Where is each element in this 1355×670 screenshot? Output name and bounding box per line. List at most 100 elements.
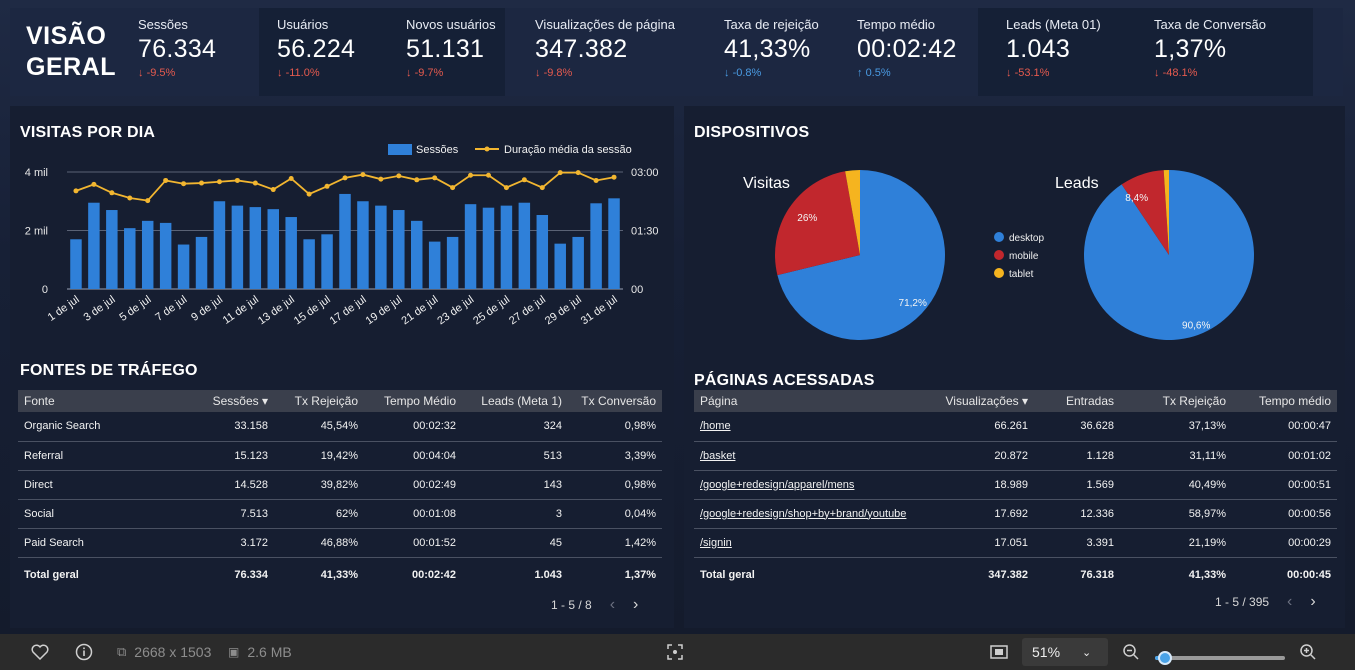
table-cell: 3 bbox=[462, 499, 568, 529]
x-tick-label: 7 de jul bbox=[153, 294, 189, 324]
col-leads[interactable]: Leads (Meta 1) bbox=[462, 390, 568, 412]
table-cell: Referral bbox=[18, 441, 188, 471]
pie-slice-desktop bbox=[777, 170, 945, 340]
kpi-new-users: Novos usuários 51.131 ↓ -9.7% bbox=[387, 8, 505, 96]
kpi-value: 51.131 bbox=[406, 35, 485, 63]
zoom-slider-handle[interactable] bbox=[1158, 651, 1173, 665]
page-link[interactable]: /basket bbox=[700, 449, 736, 462]
kpi-delta: ↓ -9.7% bbox=[406, 67, 444, 79]
table-cell: 12.336 bbox=[1034, 499, 1120, 529]
zoom-value: 51% bbox=[1032, 644, 1061, 660]
page-link[interactable]: /home bbox=[700, 420, 731, 433]
legend-label: tablet bbox=[1009, 269, 1034, 280]
prev-page-icon[interactable]: ‹ bbox=[1287, 593, 1293, 610]
line-point bbox=[450, 185, 456, 191]
bar-sessions bbox=[464, 204, 477, 289]
kpi-value: 41,33% bbox=[724, 35, 811, 63]
visits-by-day-chart: 0 2 mil 4 mil 00 01:30 03:00 1 de jul 3 de jul 5… bbox=[25, 144, 659, 328]
file-size: ▣ 2.6 MB bbox=[228, 634, 292, 670]
kpi-label: Leads (Meta 01) bbox=[1006, 17, 1101, 32]
x-tick-label: 15 de jul bbox=[292, 294, 333, 328]
table-cell: 62% bbox=[274, 499, 364, 529]
fit-to-screen-icon[interactable] bbox=[990, 634, 1008, 670]
prev-page-icon[interactable]: ‹ bbox=[609, 596, 616, 613]
col-bounce[interactable]: Tx Rejeição bbox=[1120, 390, 1232, 412]
pie-title: Visitas bbox=[743, 175, 790, 192]
next-page-icon[interactable]: › bbox=[633, 596, 639, 613]
bar-sessions bbox=[375, 205, 387, 289]
zoom-select[interactable]: 51% ⌄ bbox=[1022, 638, 1108, 666]
col-avg-time[interactable]: Tempo Médio bbox=[364, 390, 462, 412]
dimensions-text: 2668 x 1503 bbox=[134, 644, 212, 660]
line-point bbox=[234, 177, 240, 183]
col-bounce[interactable]: Tx Rejeição bbox=[274, 390, 364, 412]
table-cell: 00:01:02 bbox=[1232, 441, 1337, 471]
line-point bbox=[593, 177, 599, 183]
line-point bbox=[521, 177, 527, 183]
bar-sessions bbox=[554, 243, 566, 289]
table-cell: 1.128 bbox=[1034, 441, 1120, 471]
table-row: Organic Search 33.158 45,54% 00:02:32 324 0,9… bbox=[18, 412, 662, 442]
page-link[interactable]: /signin bbox=[700, 536, 732, 549]
viewer-toolbar: ⧉ 2668 x 1503 ▣ 2.6 MB 51% ⌄ bbox=[0, 634, 1355, 670]
kpi-group-4: Leads (Meta 01) 1.043 ↓ -53.1% Taxa de C… bbox=[978, 8, 1313, 96]
line-point bbox=[503, 185, 509, 191]
table-cell: 14.528 bbox=[188, 470, 274, 500]
kpi-avg-time: Tempo médio 00:02:42 ↑ 0.5% bbox=[842, 8, 978, 96]
bar-sessions bbox=[482, 207, 495, 289]
screen-capture-icon[interactable] bbox=[667, 634, 683, 670]
kpi-delta: ↓ -48.1% bbox=[1154, 67, 1198, 79]
bar-sessions bbox=[339, 193, 351, 289]
x-tick-label: 3 de jul bbox=[82, 294, 118, 324]
devices-title: DISPOSITIVOS bbox=[694, 124, 810, 141]
table-cell: 40,49% bbox=[1120, 470, 1232, 500]
favorite-heart-icon[interactable] bbox=[31, 634, 49, 670]
line-point bbox=[306, 191, 312, 197]
zoom-in-icon[interactable] bbox=[1299, 634, 1317, 670]
page-link[interactable]: /google+redesign/apparel/mens bbox=[700, 478, 855, 491]
bar-sessions bbox=[303, 239, 315, 289]
disk-icon: ▣ bbox=[228, 645, 240, 659]
table-cell: 00:00:51 bbox=[1232, 470, 1337, 500]
page-link[interactable]: /google+redesign/shop+by+brand/youtube bbox=[700, 507, 907, 520]
col-page[interactable]: Página bbox=[694, 390, 934, 412]
col-sessions[interactable]: Sessões ▾ bbox=[188, 390, 274, 412]
bar-sessions bbox=[141, 220, 154, 289]
kpi-label: Usuários bbox=[277, 17, 329, 32]
line-point bbox=[575, 170, 581, 176]
kpi-group-3: Visualizações de página 347.382 ↓ -9.8% … bbox=[505, 8, 978, 96]
table-cell: 00:00:45 bbox=[1286, 569, 1331, 582]
bar-sessions bbox=[590, 203, 602, 289]
kpi-conversion-rate: Taxa de Conversão 1,37% ↓ -48.1% bbox=[1128, 8, 1313, 96]
kpi-bar: VISÃO GERAL Sessões 76.334 ↓ -9.5% Usuári… bbox=[10, 8, 1343, 96]
col-conversion[interactable]: Tx Conversão bbox=[568, 390, 662, 412]
line-point bbox=[181, 181, 187, 187]
y-right-tick-label: 00 bbox=[631, 284, 643, 296]
filesize-text: 2.6 MB bbox=[247, 644, 292, 660]
col-source[interactable]: Fonte bbox=[18, 390, 188, 412]
line-point bbox=[91, 181, 97, 187]
col-entries[interactable]: Entradas bbox=[1034, 390, 1120, 412]
bar-sessions bbox=[70, 239, 82, 289]
next-page-icon[interactable]: › bbox=[1310, 593, 1316, 610]
table-cell: /google+redesign/shop+by+brand/youtube bbox=[694, 499, 934, 529]
col-avg-time[interactable]: Tempo médio bbox=[1232, 390, 1337, 412]
info-icon[interactable] bbox=[75, 634, 93, 670]
zoom-out-icon[interactable] bbox=[1122, 634, 1140, 670]
kpi-delta: ↓ -53.1% bbox=[1006, 67, 1050, 79]
col-views[interactable]: Visualizações ▾ bbox=[934, 390, 1034, 412]
traffic-pager: 1 - 5 / 8 ‹ › bbox=[551, 596, 638, 614]
table-cell: 41,33% bbox=[320, 569, 358, 582]
bar-sessions bbox=[608, 198, 620, 289]
x-tick-label: 17 de jul bbox=[328, 294, 369, 328]
line-point bbox=[468, 172, 474, 178]
kpi-label: Visualizações de página bbox=[535, 17, 675, 32]
table-cell: 7.513 bbox=[188, 499, 274, 529]
zoom-slider-track[interactable] bbox=[1155, 656, 1285, 660]
kpi-pageviews: Visualizações de página 347.382 ↓ -9.8% bbox=[505, 8, 694, 96]
table-cell: 45,54% bbox=[274, 412, 364, 442]
table-cell: 76.334 bbox=[234, 569, 268, 582]
bar-sessions bbox=[177, 244, 190, 289]
table-row: Social 7.513 62% 00:01:08 3 0,04% bbox=[18, 499, 662, 529]
table-total-row: Total geral 76.334 41,33% 00:02:42 1.043 1,37… bbox=[18, 557, 662, 593]
